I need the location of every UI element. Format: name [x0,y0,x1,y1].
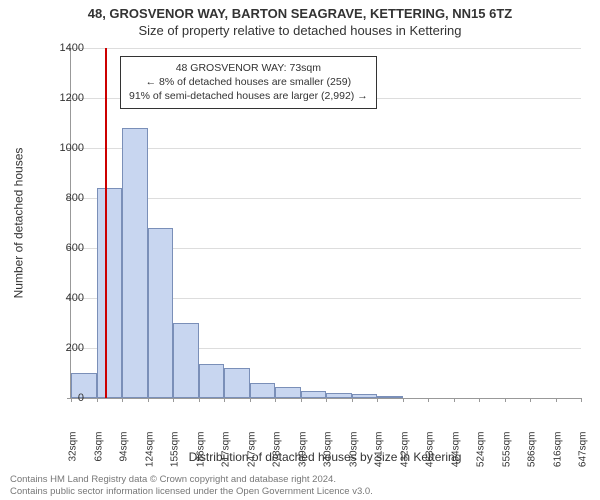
xtick-mark [454,398,455,402]
xtick-mark [428,398,429,402]
ytick-label: 800 [44,192,84,204]
y-axis-label: Number of detached houses [11,148,25,299]
gridline [71,148,581,149]
histogram-bar [224,368,250,398]
xtick-label: 155sqm [170,432,181,482]
xtick-mark [556,398,557,402]
footer-line-2: Contains public sector information licen… [10,486,373,498]
xtick-label: 32sqm [68,432,79,482]
xtick-mark [122,398,123,402]
footer-line-1: Contains HM Land Registry data © Crown c… [10,474,373,486]
histogram-bar [148,228,174,398]
histogram-bar [199,364,225,398]
xtick-label: 616sqm [552,432,563,482]
chart-title-sub: Size of property relative to detached ho… [0,21,600,38]
xtick-label: 278sqm [272,432,283,482]
xtick-label: 217sqm [221,432,232,482]
info-line-2: ← 8% of detached houses are smaller (259… [129,75,368,89]
xtick-label: 432sqm [399,432,410,482]
xtick-label: 463sqm [425,432,436,482]
xtick-label: 524sqm [476,432,487,482]
info-line-1: 48 GROSVENOR WAY: 73sqm [129,61,368,75]
xtick-label: 124sqm [144,432,155,482]
ytick-label: 200 [44,342,84,354]
ytick-label: 1200 [44,92,84,104]
xtick-mark [224,398,225,402]
chart-title-main: 48, GROSVENOR WAY, BARTON SEAGRAVE, KETT… [0,0,600,21]
xtick-mark [505,398,506,402]
ytick-label: 0 [44,392,84,404]
y-axis-label-wrap: Number of detached houses [8,48,28,398]
xtick-mark [97,398,98,402]
xtick-mark [148,398,149,402]
footer-attribution: Contains HM Land Registry data © Crown c… [10,474,373,498]
xtick-label: 309sqm [297,432,308,482]
xtick-label: 186sqm [195,432,206,482]
histogram-bar [122,128,148,398]
xtick-label: 94sqm [119,432,130,482]
xtick-label: 370sqm [348,432,359,482]
info-line-3: 91% of semi-detached houses are larger (… [129,89,368,103]
xtick-mark [301,398,302,402]
histogram-bar [377,396,403,399]
xtick-label: 63sqm [93,432,104,482]
ytick-label: 600 [44,242,84,254]
xtick-mark [173,398,174,402]
xtick-label: 647sqm [578,432,589,482]
xtick-mark [326,398,327,402]
xtick-mark [199,398,200,402]
xtick-label: 555sqm [501,432,512,482]
ytick-label: 1400 [44,42,84,54]
chart-area: 48 GROSVENOR WAY: 73sqm ← 8% of detached… [70,48,580,398]
xtick-label: 401sqm [374,432,385,482]
ytick-label: 1000 [44,142,84,154]
xtick-label: 586sqm [527,432,538,482]
xtick-mark [479,398,480,402]
info-box: 48 GROSVENOR WAY: 73sqm ← 8% of detached… [120,56,377,109]
gridline [71,48,581,49]
gridline [71,198,581,199]
xtick-mark [403,398,404,402]
chart-container: 48, GROSVENOR WAY, BARTON SEAGRAVE, KETT… [0,0,600,500]
xtick-mark [530,398,531,402]
xtick-mark [581,398,582,402]
xtick-label: 494sqm [450,432,461,482]
histogram-bar [250,383,276,398]
xtick-label: 340sqm [323,432,334,482]
xtick-mark [377,398,378,402]
histogram-bar [301,391,327,399]
histogram-bar [97,188,123,398]
histogram-bar [275,387,301,398]
property-marker-line [105,48,107,398]
histogram-bar [326,393,352,398]
ytick-label: 400 [44,292,84,304]
histogram-bar [352,394,378,398]
xtick-mark [352,398,353,402]
xtick-mark [275,398,276,402]
xtick-label: 247sqm [246,432,257,482]
xtick-mark [250,398,251,402]
histogram-bar [173,323,199,398]
